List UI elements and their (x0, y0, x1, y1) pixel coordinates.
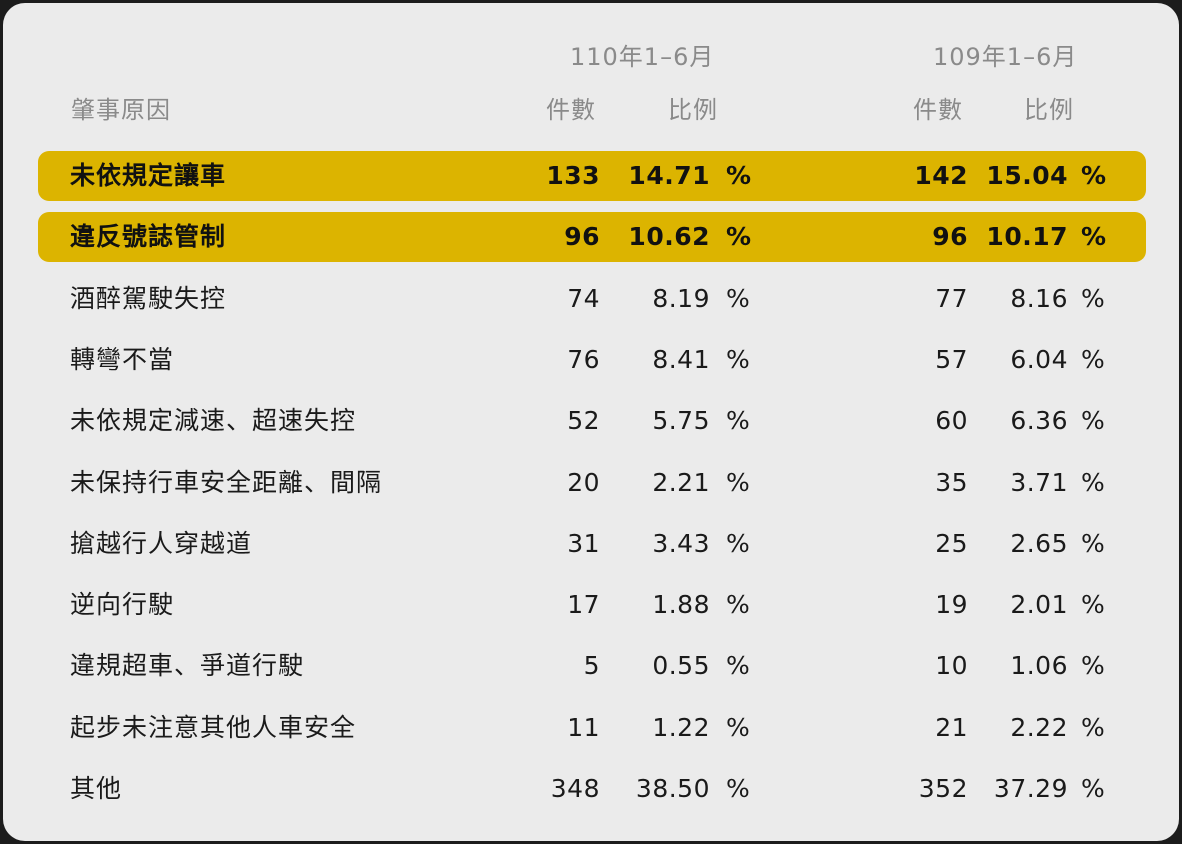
column-header-reason: 肇事原因 (71, 96, 171, 124)
reason-cell: 違反號誌管制 (70, 222, 227, 251)
count-110-cell: 11 (567, 713, 600, 742)
reason-cell: 其他 (70, 774, 123, 803)
count-110-cell: 20 (567, 468, 600, 497)
count-110-cell: 17 (567, 590, 600, 619)
period-header-109: 109年1–6月 (933, 43, 1078, 71)
ratio-110-cell: 8.19 (652, 284, 710, 313)
column-header-ratio-109: 比例 (1024, 96, 1074, 124)
percent-sign-110: % (726, 590, 750, 619)
table-row: 未依規定減速、超速失控 52 5.75% 60 6.36% (38, 396, 1146, 446)
ratio-109-cell: 37.29 (993, 774, 1068, 803)
percent-sign-110: % (726, 774, 750, 803)
accident-cause-table: 110年1–6月 109年1–6月 肇事原因 件數 比例 件數 比例 未依規定讓… (3, 3, 1179, 841)
ratio-110-cell: 2.21 (652, 468, 710, 497)
ratio-109-cell: 2.22 (1010, 713, 1068, 742)
table-row: 轉彎不當 76 8.41% 57 6.04% (38, 335, 1146, 385)
percent-sign-110: % (726, 345, 750, 374)
table-row: 起步未注意其他人車安全 11 1.22% 21 2.22% (38, 703, 1146, 753)
count-109-cell: 10 (935, 651, 968, 680)
ratio-109-cell: 8.16 (1010, 284, 1068, 313)
percent-sign-110: % (726, 161, 752, 190)
period-header-110: 110年1–6月 (570, 43, 715, 71)
column-header-count-110: 件數 (546, 96, 596, 124)
percent-sign-109: % (1081, 345, 1105, 374)
ratio-109-cell: 6.36 (1010, 406, 1068, 435)
percent-sign-109: % (1081, 651, 1105, 680)
reason-cell: 酒醉駕駛失控 (70, 284, 227, 313)
count-110-cell: 76 (567, 345, 600, 374)
count-110-cell: 348 (550, 774, 600, 803)
reason-cell: 逆向行駛 (70, 590, 175, 619)
table-row-highlighted: 違反號誌管制 96 10.62% 96 10.17% (38, 212, 1146, 262)
count-109-cell: 21 (935, 713, 968, 742)
table-row: 違規超車、爭道行駛 5 0.55% 10 1.06% (38, 641, 1146, 691)
ratio-110-cell: 10.62 (628, 222, 710, 251)
reason-cell: 違規超車、爭道行駛 (70, 651, 305, 680)
ratio-109-cell: 10.17 (986, 222, 1068, 251)
ratio-109-cell: 2.01 (1010, 590, 1068, 619)
count-109-cell: 96 (932, 222, 968, 251)
count-109-cell: 25 (935, 529, 968, 558)
count-110-cell: 133 (546, 161, 600, 190)
column-header-count-109: 件數 (913, 96, 963, 124)
percent-sign-109: % (1081, 529, 1105, 558)
table-row: 未保持行車安全距離、間隔 20 2.21% 35 3.71% (38, 458, 1146, 508)
percent-sign-110: % (726, 529, 750, 558)
percent-sign-110: % (726, 284, 750, 313)
reason-cell: 未依規定減速、超速失控 (70, 406, 357, 435)
ratio-110-cell: 1.88 (652, 590, 710, 619)
ratio-109-cell: 1.06 (1010, 651, 1068, 680)
percent-sign-110: % (726, 406, 750, 435)
percent-sign-110: % (726, 651, 750, 680)
count-109-cell: 57 (935, 345, 968, 374)
percent-sign-109: % (1081, 222, 1107, 251)
percent-sign-110: % (726, 222, 752, 251)
column-header-ratio-110: 比例 (668, 96, 718, 124)
count-110-cell: 31 (567, 529, 600, 558)
percent-sign-109: % (1081, 774, 1105, 803)
count-109-cell: 60 (935, 406, 968, 435)
table-row: 酒醉駕駛失控 74 8.19% 77 8.16% (38, 274, 1146, 324)
percent-sign-109: % (1081, 161, 1107, 190)
percent-sign-110: % (726, 468, 750, 497)
percent-sign-110: % (726, 713, 750, 742)
ratio-110-cell: 5.75 (652, 406, 710, 435)
ratio-110-cell: 38.50 (635, 774, 710, 803)
percent-sign-109: % (1081, 468, 1105, 497)
ratio-110-cell: 14.71 (628, 161, 710, 190)
count-109-cell: 142 (914, 161, 968, 190)
count-109-cell: 352 (918, 774, 968, 803)
count-110-cell: 74 (567, 284, 600, 313)
count-109-cell: 77 (935, 284, 968, 313)
count-109-cell: 19 (935, 590, 968, 619)
reason-cell: 未依規定讓車 (70, 161, 227, 190)
ratio-109-cell: 3.71 (1010, 468, 1068, 497)
ratio-109-cell: 15.04 (986, 161, 1068, 190)
table-row-highlighted: 未依規定讓車 133 14.71% 142 15.04% (38, 151, 1146, 201)
reason-cell: 轉彎不當 (70, 345, 175, 374)
ratio-110-cell: 0.55 (652, 651, 710, 680)
count-110-cell: 52 (567, 406, 600, 435)
reason-cell: 未保持行車安全距離、間隔 (70, 468, 383, 497)
table-row: 搶越行人穿越道 31 3.43% 25 2.65% (38, 519, 1146, 569)
ratio-110-cell: 3.43 (652, 529, 710, 558)
ratio-110-cell: 8.41 (652, 345, 710, 374)
ratio-109-cell: 2.65 (1010, 529, 1068, 558)
count-109-cell: 35 (935, 468, 968, 497)
percent-sign-109: % (1081, 590, 1105, 619)
ratio-110-cell: 1.22 (652, 713, 710, 742)
percent-sign-109: % (1081, 284, 1105, 313)
percent-sign-109: % (1081, 406, 1105, 435)
table-row: 逆向行駛 17 1.88% 19 2.01% (38, 580, 1146, 630)
ratio-109-cell: 6.04 (1010, 345, 1068, 374)
table-row: 其他 348 38.50% 352 37.29% (38, 764, 1146, 814)
percent-sign-109: % (1081, 713, 1105, 742)
reason-cell: 起步未注意其他人車安全 (70, 713, 357, 742)
reason-cell: 搶越行人穿越道 (70, 529, 253, 558)
count-110-cell: 5 (583, 651, 600, 680)
count-110-cell: 96 (564, 222, 600, 251)
